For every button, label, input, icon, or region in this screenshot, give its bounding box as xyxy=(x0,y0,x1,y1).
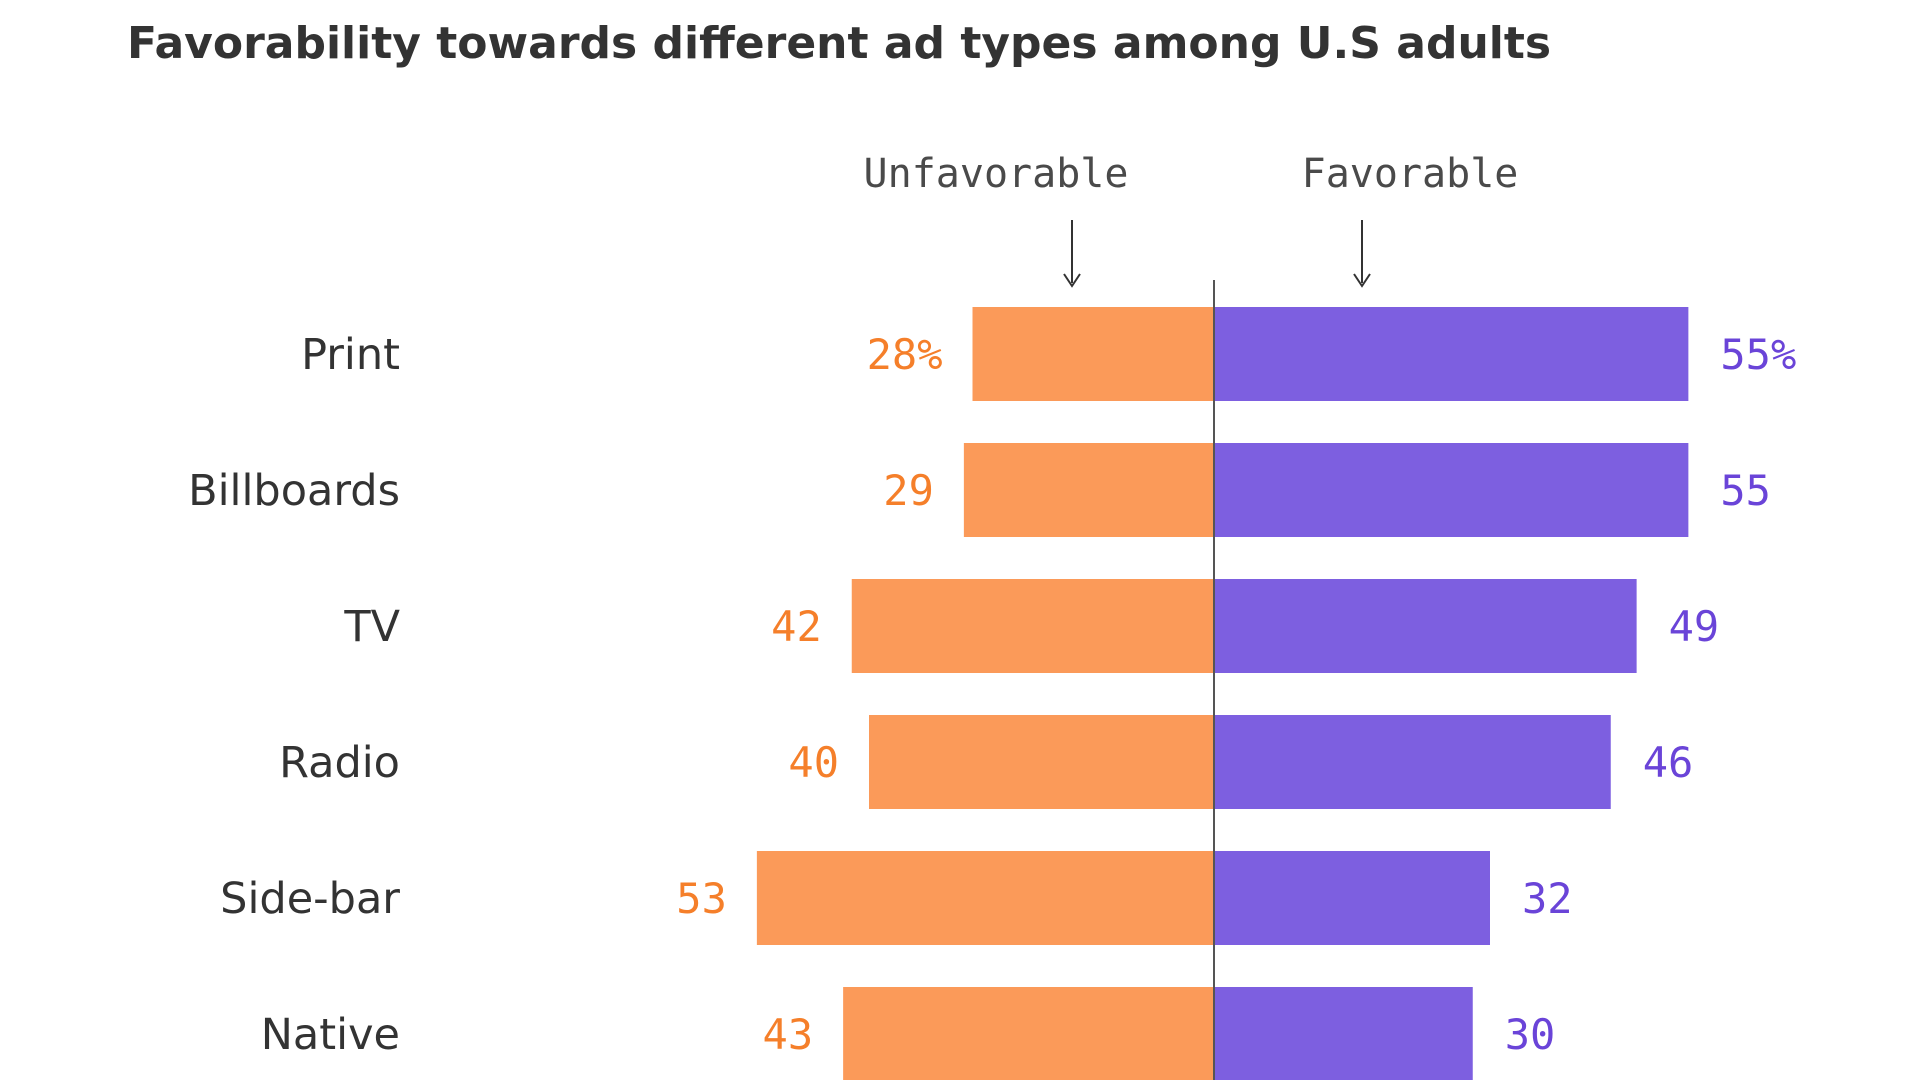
unfavorable-value-label: 28% xyxy=(867,330,943,379)
category-label: TV xyxy=(343,602,400,652)
category-label: Native xyxy=(261,1010,400,1060)
unfavorable-header: Unfavorable xyxy=(864,151,1129,197)
category-label: Radio xyxy=(279,738,400,788)
unfavorable-bar xyxy=(963,443,1214,537)
bars-layer: Print 28% 55% Billboards 29 55 TV 42 49 Radio 40 46… xyxy=(188,307,1796,1080)
favorable-value-label: 55% xyxy=(1720,330,1796,379)
favorable-bar xyxy=(1214,715,1611,809)
unfavorable-bar xyxy=(756,851,1214,945)
favorable-value-label: 32 xyxy=(1522,874,1573,923)
favorable-header: Favorable xyxy=(1302,151,1519,197)
unfavorable-bar xyxy=(869,715,1214,809)
favorable-arrow-icon xyxy=(1353,220,1371,288)
chart-title: Favorability towards different ad types … xyxy=(127,18,1551,69)
unfavorable-arrow-icon xyxy=(1063,220,1081,288)
favorable-value-label: 49 xyxy=(1669,602,1720,651)
favorable-value-label: 46 xyxy=(1643,738,1694,787)
favorable-bar xyxy=(1214,307,1689,401)
favorable-bar xyxy=(1214,851,1490,945)
favorable-value-label: 55 xyxy=(1720,466,1771,515)
unfavorable-bar xyxy=(843,987,1214,1080)
unfavorable-value-label: 40 xyxy=(788,738,839,787)
favorable-bar xyxy=(1214,579,1637,673)
favorable-bar xyxy=(1214,443,1689,537)
unfavorable-value-label: 42 xyxy=(771,602,822,651)
favorable-bar xyxy=(1214,987,1473,1080)
unfavorable-value-label: 29 xyxy=(883,466,934,515)
unfavorable-bar xyxy=(851,579,1214,673)
unfavorable-value-label: 43 xyxy=(763,1010,814,1059)
category-label: Print xyxy=(301,330,400,380)
unfavorable-value-label: 53 xyxy=(676,874,727,923)
unfavorable-bar xyxy=(972,307,1214,401)
favorable-value-label: 30 xyxy=(1505,1010,1556,1059)
category-label: Billboards xyxy=(188,466,400,516)
category-label: Side-bar xyxy=(220,874,400,924)
